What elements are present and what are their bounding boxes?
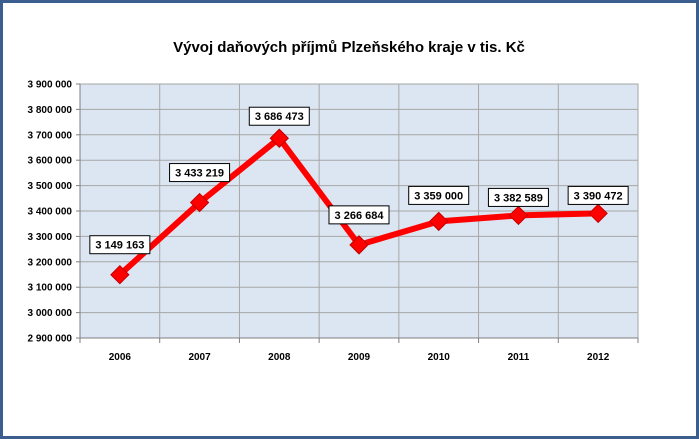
data-label-text: 3 390 472 [574, 190, 623, 202]
data-label-text: 3 266 684 [335, 210, 385, 222]
y-tick-label: 3 000 000 [28, 308, 73, 319]
y-tick-label: 3 100 000 [28, 283, 73, 294]
data-label: 3 149 163 [89, 235, 151, 255]
data-label-text: 3 359 000 [414, 190, 463, 202]
data-label-box [169, 163, 231, 183]
data-label-box [567, 185, 629, 205]
data-label: 3 359 000 [408, 185, 470, 205]
y-tick-label: 3 400 000 [28, 207, 73, 218]
data-label: 3 433 219 [169, 163, 231, 183]
x-tick-label: 2009 [348, 352, 371, 363]
x-tick-label: 2006 [109, 352, 132, 363]
data-point-marker [189, 192, 210, 213]
y-tick-label: 3 500 000 [28, 181, 73, 192]
y-tick-label: 3 200 000 [28, 257, 73, 268]
y-tick-label: 2 900 000 [28, 334, 73, 345]
y-tick-label: 3 700 000 [28, 130, 73, 141]
x-tick-label: 2008 [268, 352, 291, 363]
data-labels: 3 149 163 3 433 219 3 686 473 3 266 684 3 35… [89, 106, 629, 255]
x-axis: 2006 2007 2008 2009 2010 2011 2012 [79, 337, 639, 363]
data-label: 3 382 589 [487, 187, 549, 207]
data-label-box [248, 106, 310, 126]
data-point-marker [588, 203, 608, 224]
data-label: 3 686 473 [248, 106, 310, 126]
data-label-box [328, 205, 390, 225]
chart-title: Vývoj daňových příjmů Plzeňského kraje v… [173, 39, 525, 56]
series-line [110, 128, 608, 285]
data-point-marker [110, 265, 130, 285]
data-label-text: 3 149 163 [95, 240, 144, 252]
data-label: 3 390 472 [567, 185, 629, 205]
data-label: 3 266 684 [328, 205, 390, 225]
x-tick-label: 2011 [508, 352, 530, 363]
y-axis: 2 900 000 3 000 000 3 100 000 3 200 000 3 30… [28, 80, 81, 345]
data-point-marker [429, 211, 449, 232]
grid-lines [80, 83, 638, 339]
y-tick-label: 3 900 000 [28, 80, 73, 91]
y-tick-label: 3 300 000 [28, 232, 73, 243]
x-tick-label: 2010 [428, 352, 451, 363]
data-label-box [408, 185, 470, 205]
data-label-text: 3 382 589 [494, 192, 543, 204]
y-tick-label: 3 600 000 [28, 156, 73, 167]
data-label-box [487, 187, 549, 207]
y-tick-label: 3 800 000 [28, 105, 73, 116]
x-tick-label: 2012 [587, 352, 610, 363]
data-point-marker [269, 128, 289, 148]
data-label-box [89, 235, 151, 255]
x-tick-label: 2007 [188, 352, 211, 363]
data-point-marker [508, 205, 529, 226]
data-label-text: 3 686 473 [255, 111, 304, 123]
data-point-marker [349, 235, 369, 255]
data-label-text: 3 433 219 [175, 168, 224, 180]
